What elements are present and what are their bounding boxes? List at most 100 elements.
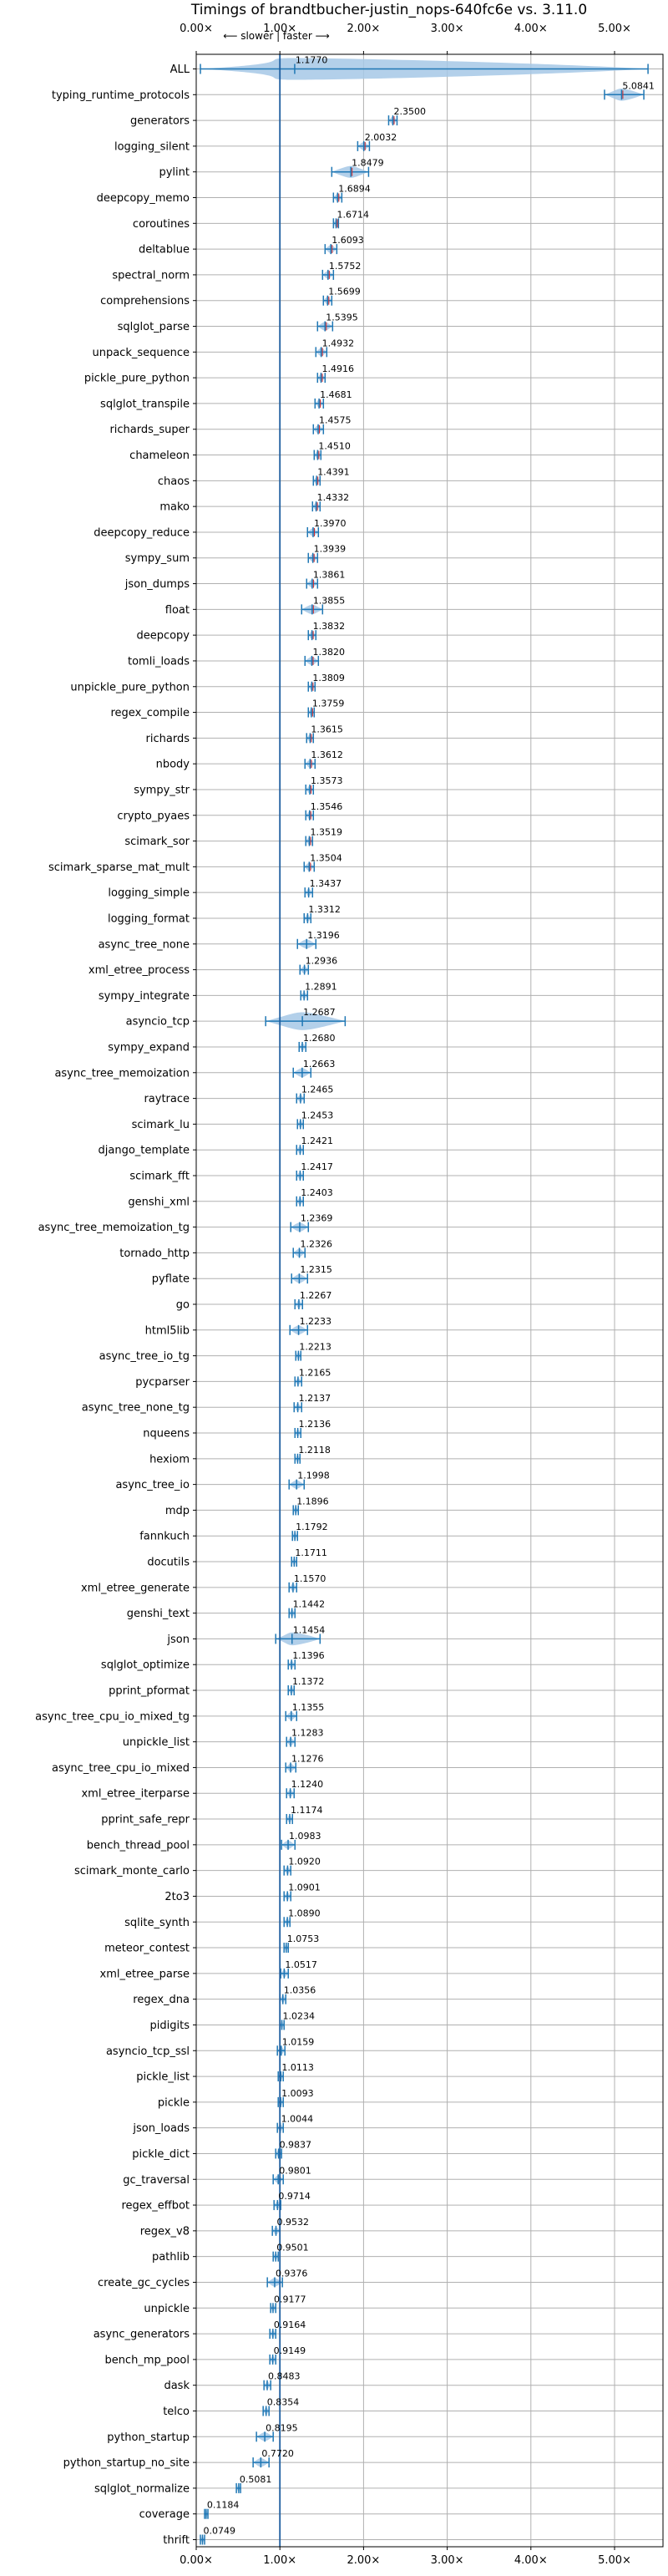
category-label: logging_simple xyxy=(108,887,190,900)
category-label: async_tree_io_tg xyxy=(99,1350,190,1363)
category-label: pycparser xyxy=(135,1376,190,1389)
value-label: 1.0356 xyxy=(284,1985,316,1996)
value-label: 1.5395 xyxy=(326,312,358,323)
category-label: docutils xyxy=(147,1557,190,1569)
category-label: sympy_expand xyxy=(108,1041,190,1054)
x-tick-label-top: 3.00× xyxy=(431,23,464,35)
value-label: 1.1792 xyxy=(296,1522,328,1532)
value-label: 1.0753 xyxy=(287,1933,320,1944)
value-label: 1.3832 xyxy=(313,621,346,632)
category-label: django_template xyxy=(99,1145,190,1157)
category-label: ALL xyxy=(170,64,190,76)
category-label: sqlglot_parse xyxy=(118,321,190,333)
category-label: pprint_safe_repr xyxy=(101,1814,190,1827)
category-label: nbody xyxy=(156,759,190,771)
value-label: 1.2891 xyxy=(305,981,337,992)
value-label: 1.6093 xyxy=(331,235,364,246)
value-label: 1.2663 xyxy=(303,1059,336,1070)
value-label: 1.2267 xyxy=(300,1290,332,1301)
value-label: 1.1276 xyxy=(291,1753,324,1764)
value-label: 1.2369 xyxy=(301,1213,333,1224)
value-label: 0.0749 xyxy=(204,2526,236,2537)
category-label: sqlglot_optimize xyxy=(101,1659,190,1672)
category-label: coverage xyxy=(139,2508,190,2521)
value-label: 1.0517 xyxy=(285,1959,317,1970)
category-label: xml_etree_generate xyxy=(81,1582,190,1594)
category-label: asyncio_tcp_ssl xyxy=(106,2045,190,2058)
category-label: pickle xyxy=(158,2096,190,2109)
value-label: 1.2417 xyxy=(301,1161,333,1172)
category-label: go xyxy=(176,1299,190,1312)
plot-frame xyxy=(195,53,664,2548)
category-label: async_generators xyxy=(94,2329,190,2341)
value-label: 1.1396 xyxy=(292,1650,325,1661)
category-label: xml_etree_iterparse xyxy=(81,1788,190,1801)
value-label: 0.7720 xyxy=(261,2448,294,2459)
value-label: 1.2465 xyxy=(301,1085,334,1095)
value-label: 0.8354 xyxy=(267,2396,300,2407)
category-label: logging_format xyxy=(108,912,190,925)
chart-title: Timings of brandtbucher-justin_nops-640f… xyxy=(190,2,587,18)
value-label: 1.2403 xyxy=(301,1187,333,1198)
category-label: regex_v8 xyxy=(140,2225,190,2238)
x-tick-label-top: 5.00× xyxy=(598,23,631,35)
value-label: 1.3861 xyxy=(313,570,346,581)
value-label: 1.1998 xyxy=(297,1471,330,1481)
category-label: bench_mp_pool xyxy=(104,2354,190,2366)
category-label: deepcopy xyxy=(136,630,190,643)
category-label: async_tree_cpu_io_mixed_tg xyxy=(35,1710,190,1723)
category-label: deepcopy_memo xyxy=(97,192,190,205)
value-label: 1.0113 xyxy=(281,2062,314,2073)
category-label: bench_thread_pool xyxy=(87,1839,190,1852)
x-tick-label-bottom: 0.00× xyxy=(180,2554,213,2567)
value-label: 0.9837 xyxy=(280,2139,312,2150)
category-label: python_startup_no_site xyxy=(63,2457,190,2470)
category-label: unpickle_list xyxy=(123,1736,190,1749)
category-label: pprint_pformat xyxy=(109,1685,190,1698)
category-label: gc_traversal xyxy=(123,2174,190,2187)
category-label: sympy_integrate xyxy=(99,990,190,1003)
value-label: 1.4391 xyxy=(317,466,350,477)
category-label: pidigits xyxy=(150,2020,190,2032)
category-label: crypto_pyaes xyxy=(117,810,190,822)
category-label: sqlglot_normalize xyxy=(94,2482,190,2495)
value-label: 1.0901 xyxy=(288,1882,321,1893)
category-label: async_tree_cpu_io_mixed xyxy=(52,1762,190,1775)
category-label: mako xyxy=(159,501,190,514)
value-label: 1.3759 xyxy=(312,699,345,709)
category-label: mdp xyxy=(165,1505,190,1517)
value-label: 1.3519 xyxy=(310,827,342,838)
value-label: 1.0093 xyxy=(281,2088,314,2099)
value-label: 1.2421 xyxy=(301,1136,333,1146)
category-label: xml_etree_process xyxy=(89,964,190,977)
value-label: 1.0234 xyxy=(283,2010,316,2021)
category-label: richards_super xyxy=(109,424,190,436)
labels-layer: 0.00× 0.00× 1.00× 1.00× 2.00× 2.00× 3.00× 3.00×… xyxy=(35,23,655,2567)
value-label: 1.0983 xyxy=(289,1831,321,1842)
value-label: 1.2680 xyxy=(303,1033,336,1044)
value-label: 1.1454 xyxy=(293,1624,326,1635)
value-label: 1.4510 xyxy=(318,441,351,452)
value-label: 1.2936 xyxy=(306,956,338,967)
value-label: 1.1355 xyxy=(292,1702,325,1713)
marks-layer xyxy=(200,54,649,2547)
category-label: regex_effbot xyxy=(121,2200,190,2213)
value-label: 0.9501 xyxy=(276,2243,309,2253)
value-label: 1.0890 xyxy=(288,1908,321,1918)
category-label: generators xyxy=(130,115,190,128)
value-label: 1.1896 xyxy=(296,1496,329,1506)
value-label: 1.3612 xyxy=(311,749,343,760)
category-label: sqlglot_transpile xyxy=(100,398,190,410)
value-label: 1.0159 xyxy=(282,2036,315,2047)
category-label: scimark_sor xyxy=(124,836,190,848)
category-label: pathlib xyxy=(152,2251,190,2264)
category-label: chaos xyxy=(158,475,190,488)
value-label: 1.3546 xyxy=(311,801,343,812)
value-label: 1.5699 xyxy=(328,287,361,297)
value-label: 1.3855 xyxy=(313,595,346,606)
x-tick-label-top: 2.00× xyxy=(347,23,380,35)
value-label: 1.2213 xyxy=(299,1342,331,1353)
x-tick-label-bottom: 4.00× xyxy=(514,2554,548,2567)
